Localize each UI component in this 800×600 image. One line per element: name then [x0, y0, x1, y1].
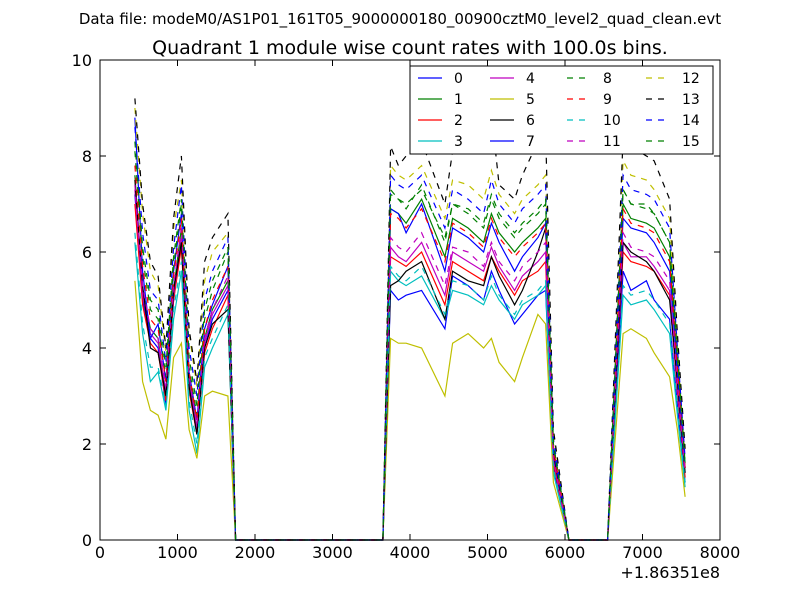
legend-label: 3 — [454, 134, 463, 150]
x-tick-label: 7000 — [622, 543, 663, 562]
legend-label: 13 — [682, 92, 700, 108]
y-tick-label: 6 — [82, 243, 92, 262]
x-tick-label: 0 — [95, 543, 105, 562]
chart-title: Quadrant 1 module wise count rates with … — [152, 37, 668, 59]
y-tick-label: 4 — [82, 339, 92, 358]
legend-label: 15 — [682, 134, 700, 150]
legend-label: 12 — [682, 71, 700, 87]
series-line-8 — [134, 151, 686, 541]
series-line-15 — [134, 141, 686, 541]
legend-label: 11 — [603, 134, 621, 150]
legend-label: 1 — [454, 92, 463, 108]
legend-label: 5 — [526, 92, 535, 108]
figure-suptitle: Data file: modeM0/AS1P01_161T05_90000001… — [79, 10, 721, 29]
legend-label: 14 — [682, 113, 700, 129]
series-line-3 — [134, 242, 686, 541]
x-tick-label: 6000 — [545, 543, 586, 562]
series-line-6 — [134, 179, 686, 541]
y-tick-label: 10 — [72, 51, 92, 70]
plot-area — [134, 98, 686, 541]
legend-label: 8 — [603, 71, 612, 87]
legend-label: 2 — [454, 113, 463, 129]
legend-label: 9 — [603, 92, 612, 108]
legend-label: 7 — [526, 134, 535, 150]
x-offset-label: +1.86351e8 — [620, 563, 720, 582]
x-tick-label: 2000 — [235, 543, 276, 562]
y-tick-label: 8 — [82, 147, 92, 166]
series-line-14 — [134, 127, 686, 541]
series-line-9 — [134, 165, 686, 541]
x-axis: 0 1000 2000 3000 4000 5000 6000 7000 8000 — [95, 60, 740, 562]
series-line-11 — [134, 184, 686, 541]
legend-label: 6 — [526, 113, 535, 129]
series-line-4 — [134, 189, 686, 541]
series-line-10 — [134, 232, 686, 541]
x-tick-label: 8000 — [700, 543, 741, 562]
series-line-1 — [134, 175, 686, 541]
x-tick-label: 1000 — [157, 543, 198, 562]
legend-label: 4 — [526, 71, 535, 87]
y-tick-label: 0 — [82, 531, 92, 550]
x-tick-label: 3000 — [312, 543, 353, 562]
series-line-12 — [134, 107, 686, 541]
legend-label: 0 — [454, 71, 463, 87]
legend-box — [409, 65, 714, 155]
series-line-5 — [134, 280, 686, 541]
x-tick-label: 5000 — [467, 543, 508, 562]
x-tick-label: 4000 — [390, 543, 431, 562]
y-tick-label: 2 — [82, 435, 92, 454]
legend-label: 10 — [603, 113, 621, 129]
series-line-2 — [134, 203, 686, 541]
